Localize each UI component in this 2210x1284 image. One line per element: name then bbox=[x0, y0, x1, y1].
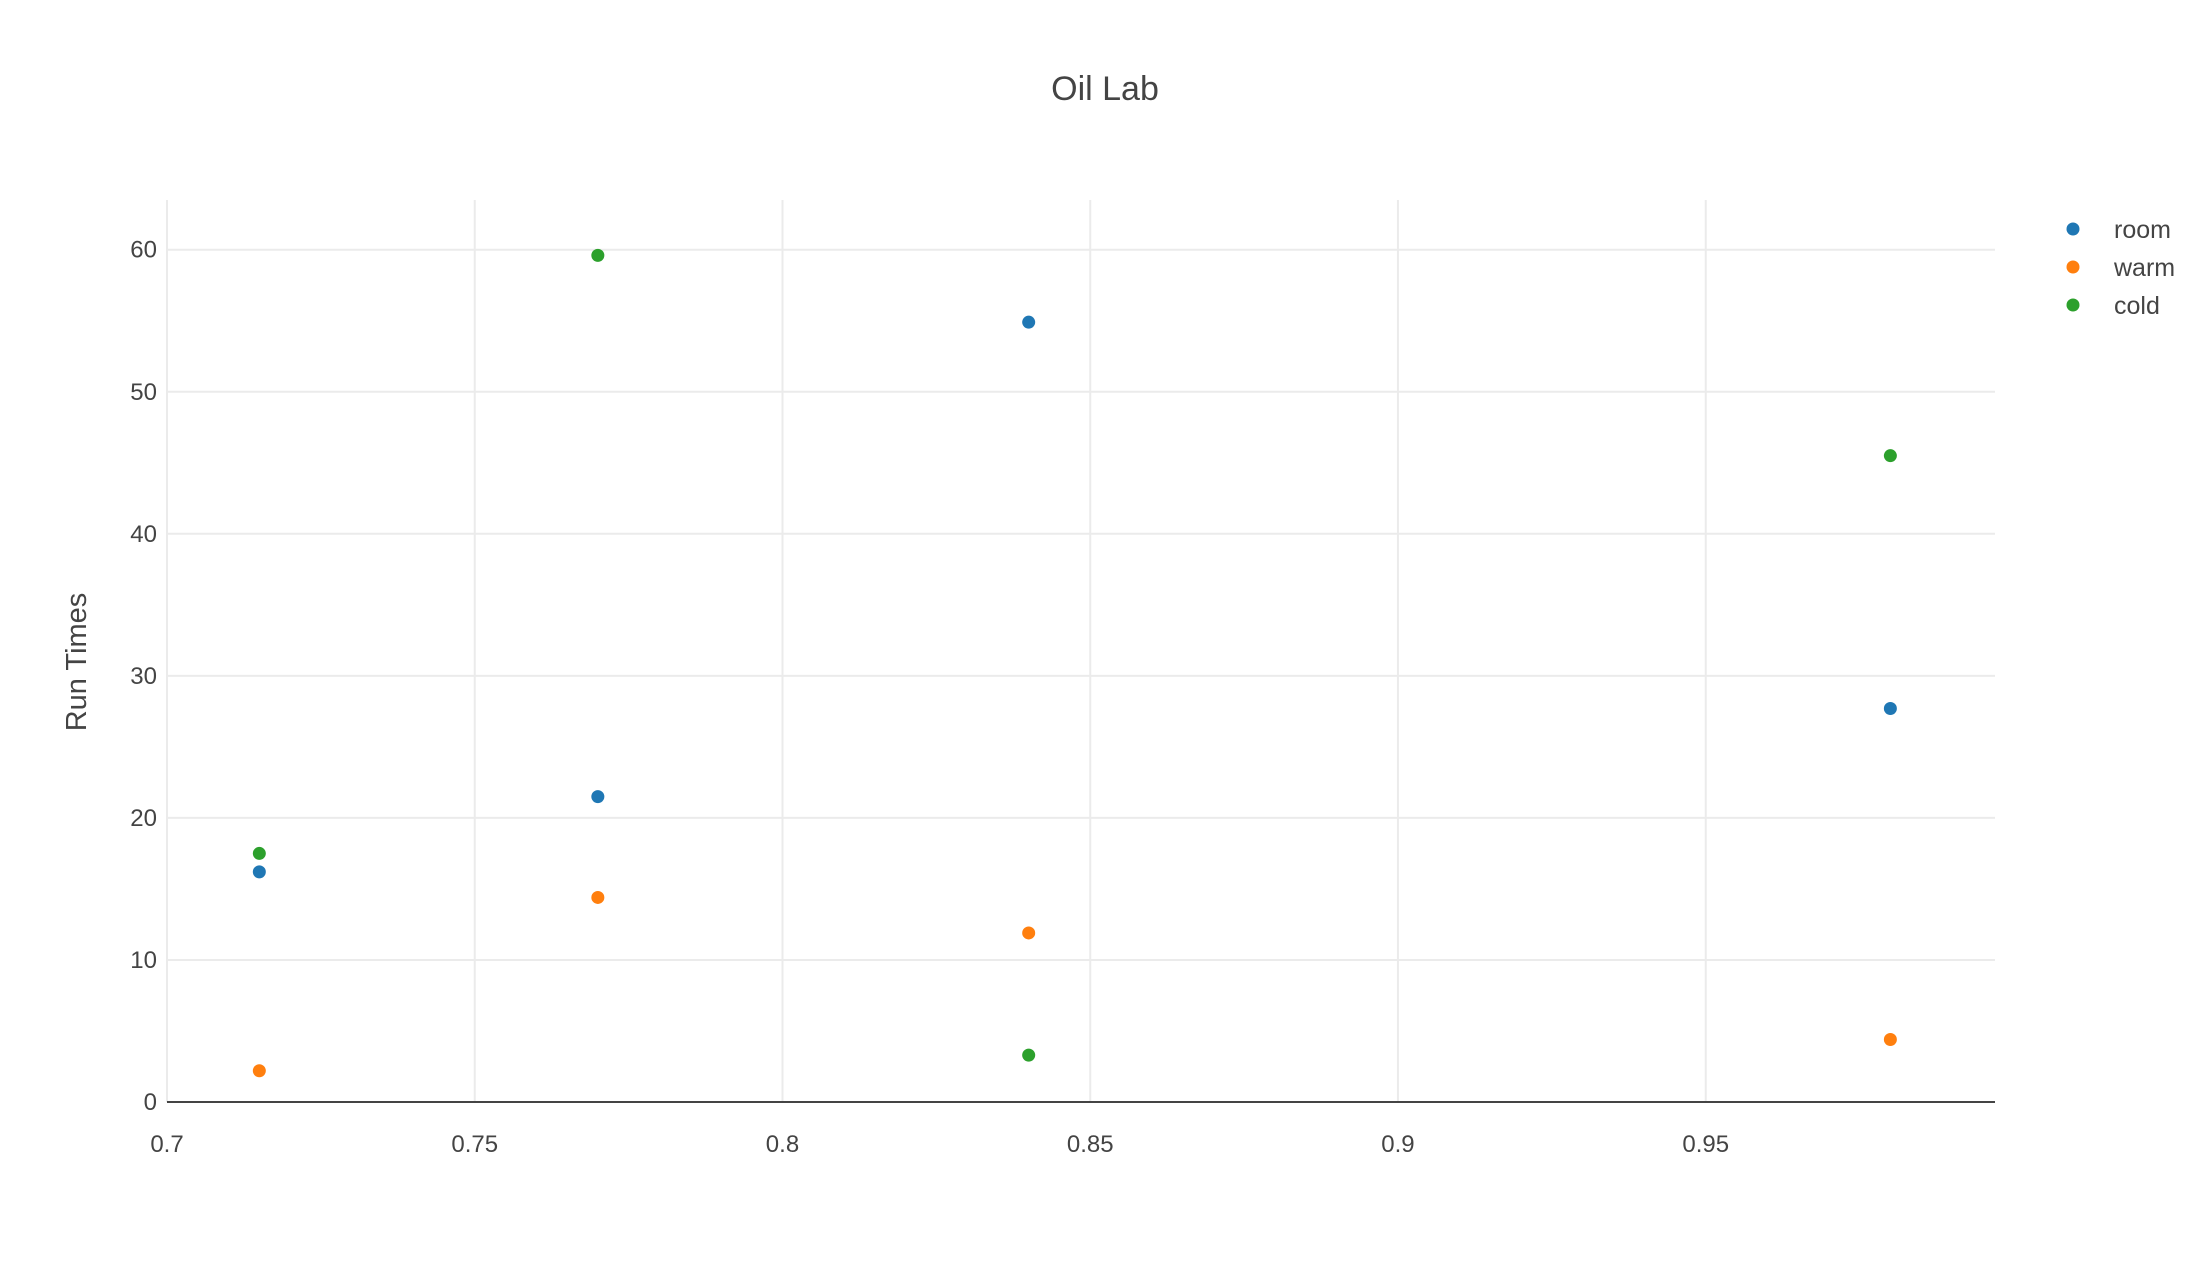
data-point[interactable] bbox=[252, 1064, 266, 1078]
series-warm bbox=[252, 890, 1897, 1078]
data-point[interactable] bbox=[591, 890, 605, 904]
data-point[interactable] bbox=[252, 846, 266, 860]
legend-marker bbox=[2066, 260, 2080, 274]
legend-label: warm bbox=[2113, 254, 2175, 282]
x-tick-label: 0.9 bbox=[1381, 1131, 1414, 1158]
y-tick-label: 0 bbox=[144, 1089, 157, 1116]
y-tick-label: 50 bbox=[130, 379, 157, 406]
y-tick-label: 40 bbox=[130, 521, 157, 548]
data-point[interactable] bbox=[1883, 449, 1897, 463]
legend-item-room[interactable]: room bbox=[2066, 216, 2171, 244]
x-tick-label: 0.7 bbox=[150, 1131, 183, 1158]
y-tick-label: 10 bbox=[130, 947, 157, 974]
x-gridlines bbox=[166, 200, 1707, 1102]
legend-marker bbox=[2066, 298, 2080, 312]
data-point[interactable] bbox=[1022, 926, 1036, 940]
series-room bbox=[252, 315, 1897, 879]
y-tick-label: 20 bbox=[130, 805, 157, 832]
y-tick-label: 60 bbox=[130, 237, 157, 264]
x-tick-label: 0.75 bbox=[451, 1131, 498, 1158]
data-point[interactable] bbox=[591, 248, 605, 262]
legend-label: cold bbox=[2114, 292, 2160, 320]
data-point[interactable] bbox=[591, 790, 605, 804]
legend-label: room bbox=[2114, 216, 2171, 244]
x-tick-label: 0.8 bbox=[766, 1131, 799, 1158]
data-point[interactable] bbox=[1883, 1032, 1897, 1046]
series-cold bbox=[252, 248, 1897, 1062]
data-point[interactable] bbox=[1022, 315, 1036, 329]
legend-item-cold[interactable]: cold bbox=[2066, 292, 2160, 320]
data-point[interactable] bbox=[1022, 1048, 1036, 1062]
legend-item-warm[interactable]: warm bbox=[2066, 254, 2176, 282]
legend[interactable]: room warm cold bbox=[2066, 216, 2176, 320]
y-tick-labels: 0 10 20 30 40 50 60 bbox=[130, 237, 157, 1116]
data-point[interactable] bbox=[252, 865, 266, 879]
y-axis-title: Run Times bbox=[61, 593, 93, 732]
legend-marker bbox=[2066, 222, 2080, 236]
y-gridlines bbox=[167, 248, 1995, 961]
data-point[interactable] bbox=[1883, 702, 1897, 716]
chart-title: Oil Lab bbox=[1051, 70, 1159, 108]
x-tick-label: 0.95 bbox=[1682, 1131, 1729, 1158]
data-points bbox=[252, 248, 1897, 1078]
x-tick-labels: 0.7 0.75 0.8 0.85 0.9 0.95 bbox=[150, 1131, 1729, 1158]
y-tick-label: 30 bbox=[130, 663, 157, 690]
x-tick-label: 0.85 bbox=[1067, 1131, 1114, 1158]
